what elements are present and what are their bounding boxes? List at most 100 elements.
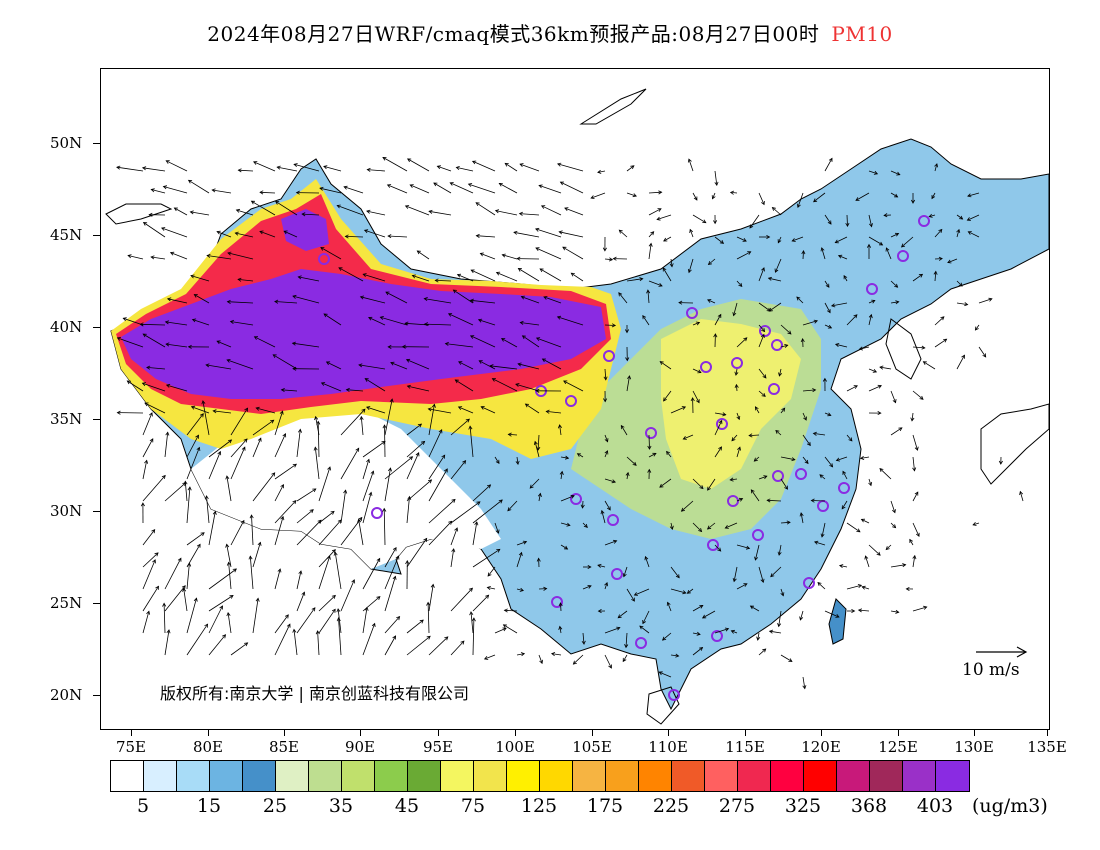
wind-vector — [868, 385, 882, 392]
wind-vector — [846, 522, 861, 533]
wind-vector-head — [359, 415, 364, 421]
wind-vector-head — [771, 206, 776, 211]
wind-vector-head — [161, 227, 166, 231]
wind-vector — [770, 566, 782, 577]
wind-vector — [170, 252, 188, 260]
wind-vector — [730, 478, 738, 481]
wind-vector — [212, 189, 232, 194]
wind-vector-head — [730, 629, 735, 634]
wind-vector-head — [495, 529, 500, 534]
wind-vector — [890, 390, 896, 403]
city-marker — [611, 568, 623, 580]
wind-vector — [406, 359, 430, 370]
wind-vector-head — [489, 364, 494, 369]
wind-vector — [142, 475, 166, 502]
wind-vector-head — [475, 202, 480, 206]
wind-vector-head — [627, 375, 632, 380]
wind-vector — [663, 390, 672, 402]
wind-vector-head — [876, 551, 881, 556]
wind-vector-head — [813, 319, 819, 324]
wind-vector-head — [139, 322, 144, 327]
wind-vector-head — [291, 341, 296, 346]
wind-vector — [334, 552, 342, 590]
wind-vector-head — [206, 253, 211, 258]
wind-vector — [142, 552, 159, 568]
wind-vector-head — [495, 459, 500, 465]
wind-vector-head — [631, 597, 635, 602]
wind-vector — [340, 579, 355, 612]
wind-vector-head — [820, 247, 825, 252]
wind-vector-head — [738, 282, 743, 288]
wind-vector-head — [187, 179, 193, 184]
wind-vector — [956, 229, 960, 238]
wind-vector — [274, 568, 281, 590]
korea-outline — [885, 318, 922, 380]
wind-vector — [604, 258, 613, 261]
wind-vector-head — [791, 238, 796, 242]
wind-vector-head — [749, 224, 754, 229]
legend-swatch — [243, 761, 276, 791]
wind-vector — [186, 532, 205, 546]
wind-vector-head — [859, 455, 865, 460]
wind-vector-head — [590, 195, 595, 199]
wind-vector — [385, 291, 408, 304]
wind-vector — [911, 412, 914, 421]
wind-vector — [340, 517, 363, 546]
wind-vector-head — [738, 497, 744, 502]
city-marker — [318, 253, 330, 265]
lon-label-85e: 85E — [268, 738, 300, 756]
wind-vector-head — [225, 543, 230, 548]
wind-vector-head — [799, 616, 804, 621]
wind-vector-head — [255, 406, 260, 411]
wind-vector — [296, 607, 316, 634]
wind-vector-head — [659, 361, 664, 365]
wind-vector-head — [784, 485, 788, 490]
wind-vector — [956, 214, 963, 220]
wind-vector — [202, 400, 210, 436]
wind-vector-head — [338, 267, 343, 271]
wind-vector-head — [718, 446, 722, 451]
wind-vector-head — [389, 398, 394, 403]
wind-vector — [208, 451, 221, 480]
wind-vector — [758, 368, 767, 379]
wind-vector — [978, 298, 993, 304]
legend-label: 35 — [328, 795, 354, 817]
wind-vector — [604, 368, 607, 380]
wind-vector-head — [848, 437, 853, 442]
wind-vector — [890, 192, 898, 198]
wind-vector-head — [763, 475, 768, 480]
wind-vector — [499, 183, 518, 194]
wind-vector-head — [894, 283, 899, 288]
wind-vector-head — [387, 467, 392, 472]
wind-vector-head — [822, 377, 827, 382]
wind-vector — [859, 346, 870, 350]
wind-vector-head — [706, 525, 712, 530]
wind-vector-head — [729, 190, 735, 195]
wind-vector — [626, 456, 637, 466]
wind-vector-head — [558, 625, 563, 631]
wind-vector-head — [502, 624, 508, 629]
wind-vector — [861, 586, 870, 590]
wind-vector-head — [902, 563, 907, 568]
wind-vector — [406, 423, 422, 436]
wind-vector — [758, 566, 764, 583]
wind-vector — [296, 429, 301, 458]
wind-vector-head — [611, 479, 617, 484]
wind-vector — [662, 632, 672, 641]
wind-vector-head — [240, 519, 245, 525]
wind-vector-head — [583, 523, 588, 529]
legend-label: 75 — [460, 795, 486, 817]
wind-vector — [428, 468, 448, 502]
wind-vector — [736, 384, 738, 392]
wind-vector — [116, 166, 144, 172]
wind-vector-head — [786, 520, 791, 525]
wind-vector-head — [344, 234, 349, 239]
wind-vector-head — [974, 326, 979, 331]
variable-label: PM10 — [831, 22, 893, 46]
wind-vector-head — [376, 557, 381, 562]
wind-vector-head — [894, 232, 900, 237]
wind-vector — [689, 229, 694, 238]
wind-vector-head — [515, 383, 520, 387]
wind-vector-head — [524, 403, 530, 408]
city-marker — [752, 529, 764, 541]
